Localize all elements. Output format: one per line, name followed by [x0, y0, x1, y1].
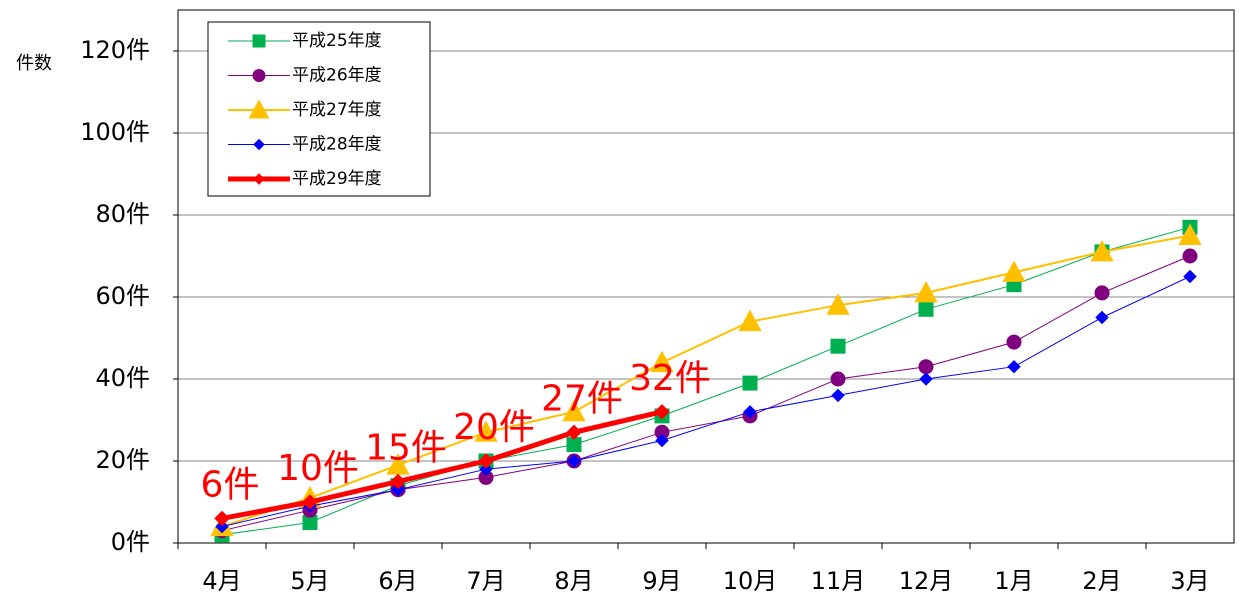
- y-tick-label: 20件: [95, 446, 150, 474]
- marker: [1094, 285, 1110, 301]
- data-label: 27件: [541, 378, 623, 419]
- marker: [918, 359, 934, 375]
- data-label: 6件: [201, 464, 260, 505]
- marker: [1095, 310, 1109, 325]
- x-tick-label: 11月: [811, 567, 866, 595]
- marker: [1183, 269, 1197, 284]
- data-label: 32件: [629, 358, 711, 399]
- marker: [1002, 260, 1026, 282]
- legend-label: 平成29年度: [292, 169, 382, 189]
- marker: [918, 301, 934, 317]
- marker: [215, 519, 229, 534]
- marker: [478, 453, 494, 469]
- y-tick-label: 120件: [80, 36, 150, 64]
- series-line: [221, 226, 1191, 536]
- marker: [742, 375, 758, 391]
- marker: [914, 281, 938, 303]
- data-label: 20件: [453, 407, 535, 448]
- y-axis-label: 件数: [16, 53, 52, 74]
- marker: [252, 69, 266, 82]
- marker: [391, 482, 405, 497]
- marker: [567, 454, 581, 468]
- marker: [252, 34, 266, 48]
- x-tick-label: 2月: [1082, 567, 1121, 595]
- y-tick-label: 60件: [95, 282, 150, 310]
- marker: [830, 371, 846, 387]
- x-tick-label: 12月: [899, 567, 954, 595]
- marker: [650, 350, 674, 373]
- marker: [1006, 334, 1022, 350]
- marker: [1007, 359, 1021, 374]
- marker: [655, 433, 669, 448]
- marker: [919, 372, 933, 386]
- x-tick-label: 5月: [290, 567, 329, 595]
- x-tick-label: 1月: [994, 567, 1033, 595]
- marker: [743, 405, 757, 419]
- y-tick-label: 0件: [111, 528, 150, 556]
- marker: [830, 338, 846, 354]
- marker: [831, 388, 845, 403]
- legend-label: 平成26年度: [292, 66, 382, 86]
- x-tick-label: 10月: [723, 567, 778, 595]
- marker: [248, 99, 270, 119]
- data-label: 10件: [277, 448, 359, 489]
- marker: [654, 404, 670, 420]
- marker: [738, 309, 762, 332]
- legend-label: 平成27年度: [292, 100, 382, 120]
- x-tick-label: 7月: [466, 567, 505, 595]
- marker: [562, 399, 586, 422]
- marker: [1182, 248, 1198, 264]
- x-tick-label: 6月: [378, 567, 417, 595]
- x-tick-label: 3月: [1170, 567, 1209, 595]
- marker: [214, 510, 230, 527]
- y-tick-label: 80件: [95, 200, 150, 228]
- x-tick-label: 8月: [554, 567, 593, 595]
- series-line: [221, 234, 1191, 528]
- marker: [253, 173, 265, 185]
- marker: [474, 420, 498, 442]
- marker: [1090, 240, 1114, 262]
- marker: [479, 462, 493, 476]
- marker: [1178, 223, 1202, 245]
- marker: [302, 494, 318, 510]
- series-line: [221, 276, 1191, 528]
- x-tick-label: 4月: [202, 567, 241, 595]
- data-label: 15件: [365, 428, 447, 469]
- y-tick-label: 100件: [80, 118, 150, 146]
- y-tick-label: 40件: [95, 364, 150, 392]
- series-line: [221, 409, 663, 521]
- legend-label: 平成28年度: [292, 135, 382, 155]
- legend-label: 平成25年度: [292, 31, 382, 51]
- marker: [253, 138, 265, 151]
- marker: [390, 473, 406, 490]
- series-line: [221, 255, 1191, 532]
- x-tick-label: 9月: [642, 567, 681, 595]
- marker: [826, 293, 850, 315]
- marker: [566, 424, 582, 441]
